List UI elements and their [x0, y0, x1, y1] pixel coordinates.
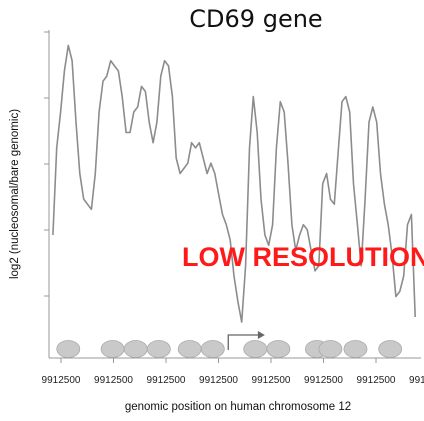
- nucleosome: [123, 340, 148, 358]
- x-tick-label: 9912500: [304, 375, 343, 386]
- x-tick-label: 9912500: [357, 375, 396, 386]
- plot-area: 9912500 9912500 9912500 9912500 9912500 99125…: [42, 30, 424, 386]
- nucleosome: [318, 340, 343, 358]
- x-tick-label: 9912500: [409, 375, 424, 386]
- x-tick-label: 9912500: [94, 375, 133, 386]
- chart-title: CD69 gene: [189, 5, 322, 33]
- y-axis-label: log2 (nucleosomal/bare genomic): [9, 109, 21, 279]
- tss-arrow-head: [257, 331, 265, 339]
- y-ticks: [44, 31, 49, 297]
- tss-arrow-line: [227, 334, 259, 350]
- series-line: [52, 44, 416, 323]
- low-resolution-watermark: LOW RESOLUTION: [182, 242, 424, 272]
- nucleosome-track: [56, 340, 403, 358]
- x-ticks: 9912500 9912500 9912500 9912500 9912500 99125…: [42, 358, 424, 386]
- nucleosome: [200, 340, 225, 358]
- x-tick-label: 9912500: [147, 375, 186, 386]
- nucleosome: [243, 340, 268, 358]
- nucleosome: [343, 340, 368, 358]
- x-tick-label: 9912500: [252, 375, 291, 386]
- nucleosome: [146, 340, 171, 358]
- x-tick-label: 9912500: [199, 375, 238, 386]
- nucleosome: [266, 340, 291, 358]
- nucleosome: [177, 340, 202, 358]
- x-tick-label: 9912500: [42, 375, 81, 386]
- nucleosome: [378, 340, 403, 358]
- x-axis-label: genomic position on human chromosome 12: [125, 401, 351, 413]
- nucleosome: [100, 340, 125, 358]
- tss-arrow: [227, 331, 265, 350]
- nucleosome: [56, 340, 81, 358]
